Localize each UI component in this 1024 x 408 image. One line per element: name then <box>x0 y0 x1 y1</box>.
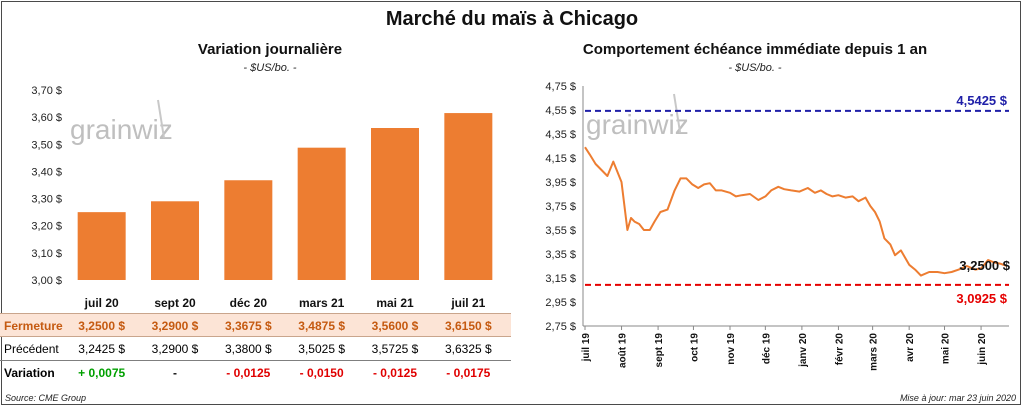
bar-y-tick-label: 3,60 $ <box>31 112 62 124</box>
bar-y-tick-label: 3,70 $ <box>31 85 62 97</box>
bar-x-tick-label: sept 20 <box>154 296 196 310</box>
bar-x-tick-label: mai 21 <box>376 296 414 310</box>
precedent-value: 3,5725 $ <box>371 342 419 356</box>
line-y-tick-label: 4,75 $ <box>545 81 576 93</box>
line-x-tick-label: févr 20 <box>834 333 845 366</box>
precedent-value: 3,2425 $ <box>78 342 126 356</box>
line-x-tick-label: déc 19 <box>761 333 772 365</box>
bar <box>151 201 199 280</box>
high-reference-label: 4,5425 $ <box>956 93 1007 108</box>
variation-label: Variation <box>4 366 55 380</box>
bar <box>224 180 273 280</box>
line-x-tick-label: avr 20 <box>905 333 916 362</box>
fermeture-value: 3,6150 $ <box>444 319 492 333</box>
variation-value: - <box>173 366 177 380</box>
bar-y-tick-label: 3,10 $ <box>31 248 62 260</box>
precedent-value: 3,2900 $ <box>151 342 199 356</box>
line-y-tick-label: 3,55 $ <box>545 225 576 237</box>
right-chart-unit: - $US/bo. - <box>728 62 782 74</box>
low-reference-label: 3,0925 $ <box>956 291 1007 306</box>
bar-y-tick-label: 3,40 $ <box>31 166 62 178</box>
line-x-tick-label: août 19 <box>618 333 629 368</box>
last-price-label: 3,2500 $ <box>959 258 1010 273</box>
precedent-row: Précédent 3,2425 $ 3,2900 $ 3,3800 $ 3,5025… <box>0 337 511 361</box>
update-note: Mise à jour: mar 23 juin 2020 <box>899 393 1016 403</box>
watermark-text-right: grainwiz <box>586 109 689 140</box>
variation-value: - 0,0175 <box>446 366 491 380</box>
variation-value: - 0,0125 <box>226 366 271 380</box>
left-chart-unit: - $US/bo. - <box>243 62 297 74</box>
left-chart-subtitle: Variation journalière <box>197 41 343 58</box>
line-x-tick-label: mars 20 <box>869 333 880 371</box>
line-x-tick-label: oct 19 <box>689 333 700 362</box>
source-note: Source: CME Group <box>5 393 87 403</box>
variation-row: Variation + 0,0075 - - 0,0125 - 0,0150 - 0,0… <box>0 361 511 385</box>
line-y-tick-label: 3,95 $ <box>545 177 576 189</box>
line-y-tick-label: 3,75 $ <box>545 201 576 213</box>
line-y-tick-label: 4,55 $ <box>545 105 576 117</box>
line-y-tick-label: 4,15 $ <box>545 153 576 165</box>
line-y-tick-label: 4,35 $ <box>545 129 576 141</box>
fermeture-value: 3,2500 $ <box>78 319 126 333</box>
line-x-tick-label: mai 20 <box>941 333 952 365</box>
right-chart-subtitle: Comportement échéance immédiate depuis 1… <box>582 41 928 58</box>
bar-y-tick-label: 3,20 $ <box>31 221 62 233</box>
precedent-value: 3,3800 $ <box>224 342 272 356</box>
line-x-tick-label: juin 20 <box>977 333 988 366</box>
fermeture-value: 3,2900 $ <box>151 319 199 333</box>
line-x-tick-label: sept 19 <box>654 333 665 368</box>
line-x-tick-label: juil 19 <box>581 333 592 363</box>
line-y-tick-label: 3,35 $ <box>545 249 576 261</box>
bar-chart: grainwiz 3,00 $ 3,10 $ 3,20 $ 3,30 $ 3,40 $ 3… <box>31 85 493 310</box>
variation-value: - 0,0150 <box>299 366 344 380</box>
bar <box>371 128 419 280</box>
fermeture-value: 3,3675 $ <box>224 319 272 333</box>
line-x-tick-label: nov 19 <box>726 333 737 365</box>
line-y-tick-label: 2,95 $ <box>545 297 576 309</box>
bar-x-tick-label: juil 20 <box>84 296 119 310</box>
bar-x-tick-label: déc 20 <box>230 296 268 310</box>
line-chart: grainwiz 2,75 $ 2,95 $ 3,15 $ 3,35 $ 3,55 $ 3… <box>545 81 1010 371</box>
bar-y-tick-label: 3,00 $ <box>31 275 62 287</box>
watermark-logo-right: grainwiz <box>586 93 689 140</box>
variation-value: + 0,0075 <box>78 366 126 380</box>
watermark-flourish <box>157 99 165 139</box>
fermeture-row: Fermeture 3,2500 $ 3,2900 $ 3,3675 $ 3,4875… <box>0 313 511 337</box>
precedent-value: 3,6325 $ <box>444 342 492 356</box>
bar-x-tick-label: mars 21 <box>299 296 345 310</box>
price-table: Fermeture 3,2500 $ 3,2900 $ 3,3675 $ 3,4875… <box>0 313 511 385</box>
line-y-tick-label: 3,15 $ <box>545 273 576 285</box>
watermark-logo: grainwiz <box>70 99 173 145</box>
line-y-tick-label: 2,75 $ <box>545 321 576 333</box>
fermeture-label: Fermeture <box>4 319 63 333</box>
precedent-value: 3,5025 $ <box>298 342 346 356</box>
fermeture-value: 3,5600 $ <box>371 319 419 333</box>
variation-value: - 0,0125 <box>372 366 418 380</box>
price-series-line <box>584 146 1008 277</box>
watermark-flourish-right <box>673 93 681 133</box>
bar <box>297 147 346 280</box>
watermark-text: grainwiz <box>70 114 173 145</box>
bar-y-tick-label: 3,30 $ <box>31 194 62 206</box>
bar <box>77 212 126 280</box>
precedent-label: Précédent <box>4 342 59 356</box>
bar <box>444 113 493 280</box>
fermeture-value: 3,4875 $ <box>298 319 346 333</box>
bar-x-tick-label: juil 21 <box>450 296 485 310</box>
line-x-tick-label: janv 20 <box>798 333 809 368</box>
bar-y-tick-label: 3,50 $ <box>31 139 62 151</box>
page-title: Marché du maïs à Chicago <box>385 8 639 30</box>
